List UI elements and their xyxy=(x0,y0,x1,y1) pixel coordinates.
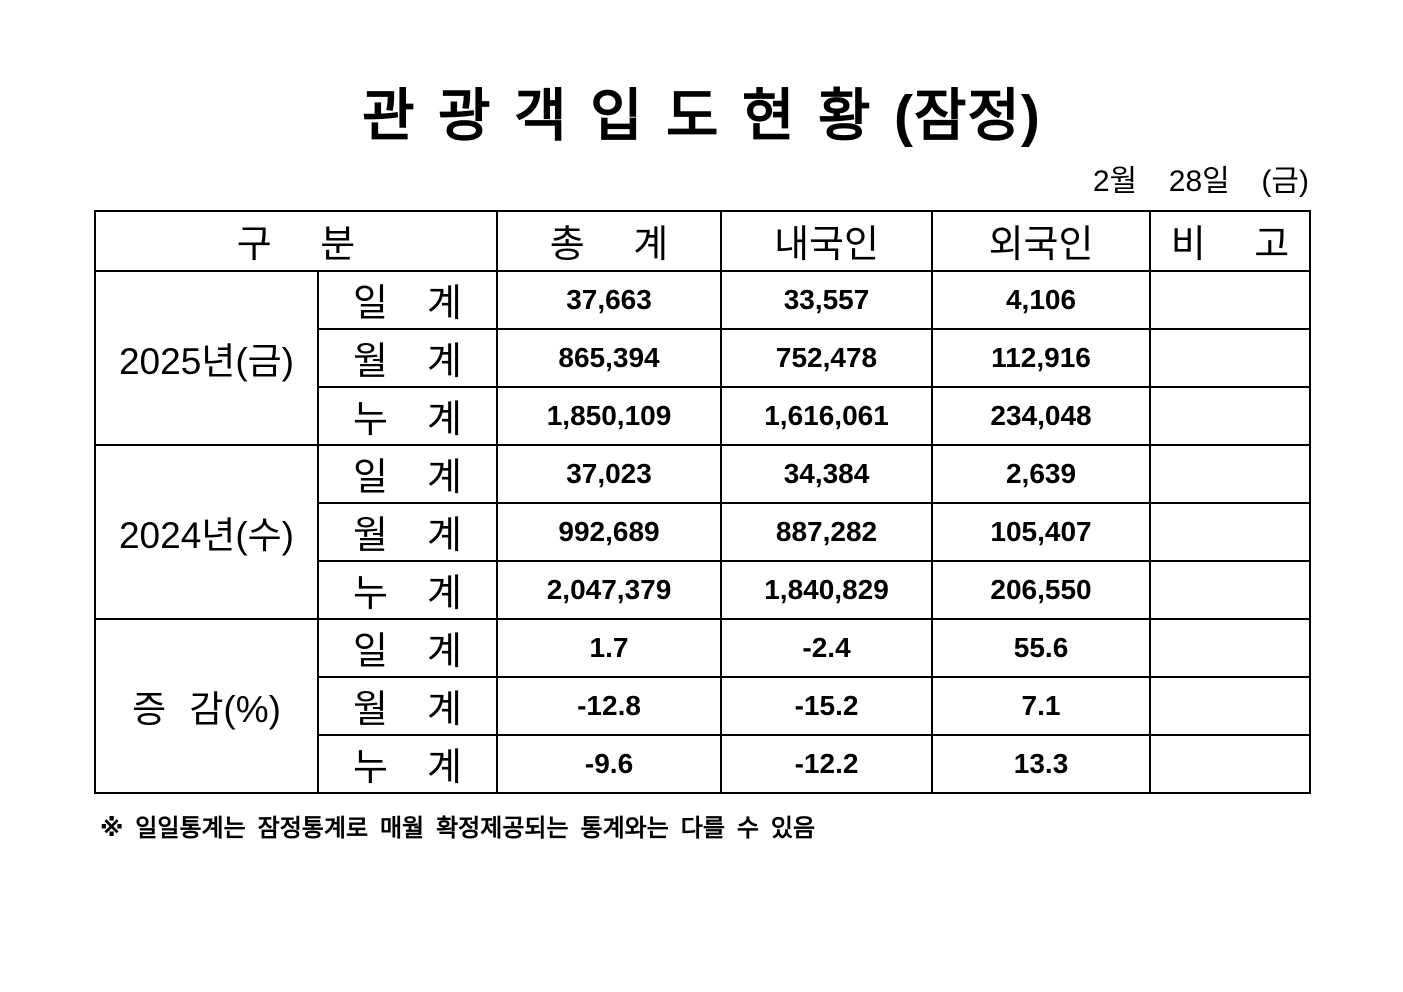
value-cell-total: 37,663 xyxy=(496,269,723,330)
table-row: 증 감(%) 일 계 1.7 -2.4 55.6 xyxy=(94,617,1312,794)
value-cell-total: 992,689 xyxy=(496,501,723,562)
row-label: 누 계 xyxy=(316,385,499,446)
table-row: 월 계 865,394 752,478 112,916 xyxy=(95,327,1312,388)
table-row: 누 계 2,047,379 1,840,829 206,550 xyxy=(95,559,1312,620)
value-cell-foreign: 13.3 xyxy=(931,733,1152,794)
table-row: 2024년(수) 일 계 37,023 34,384 2,639 xyxy=(94,443,1312,620)
table-row: 월 계 -12.8 -15.2 7.1 xyxy=(95,675,1312,736)
remarks-cell xyxy=(1149,559,1312,620)
row-label: 월 계 xyxy=(316,501,499,562)
value-cell-foreign: 112,916 xyxy=(931,327,1152,388)
value-cell-total: -9.6 xyxy=(496,733,723,794)
report-date: 2월 28일 (금) xyxy=(1092,164,1309,198)
value-cell-foreign: 206,550 xyxy=(931,559,1152,620)
remarks-cell xyxy=(1149,269,1312,330)
group-label-2025: 2025년(금) xyxy=(94,269,319,446)
value-cell-foreign: 2,639 xyxy=(931,443,1152,504)
row-label: 월 계 xyxy=(316,327,499,388)
table-row: 월 계 992,689 887,282 105,407 xyxy=(95,501,1312,562)
remarks-cell xyxy=(1149,501,1312,562)
row-label: 누 계 xyxy=(316,733,499,794)
table-row: 누 계 -9.6 -12.2 13.3 xyxy=(95,733,1312,794)
header-foreign: 외국인 xyxy=(931,209,1152,272)
tourist-arrivals-table: 구 분 총 계 내국인 외국인 비 고 2025년(금) 일 계 37,663 … xyxy=(93,209,1312,794)
value-cell-total: 865,394 xyxy=(496,327,723,388)
remarks-cell xyxy=(1149,443,1312,504)
value-cell-domestic: -2.4 xyxy=(720,617,934,678)
value-cell-foreign: 105,407 xyxy=(931,501,1152,562)
remarks-cell xyxy=(1149,733,1312,794)
value-cell-total: 1.7 xyxy=(496,617,723,678)
value-cell-domestic: -12.2 xyxy=(720,733,934,794)
value-cell-domestic: 887,282 xyxy=(720,501,934,562)
group-label-2024: 2024년(수) xyxy=(94,443,319,620)
remarks-cell xyxy=(1149,617,1312,678)
value-cell-domestic: 34,384 xyxy=(720,443,934,504)
group-label-change-pct: 증 감(%) xyxy=(94,617,319,794)
table-header-row: 구 분 총 계 내국인 외국인 비 고 xyxy=(93,209,1312,272)
header-total: 총 계 xyxy=(496,209,723,272)
value-cell-foreign: 4,106 xyxy=(931,269,1152,330)
remarks-cell xyxy=(1149,385,1312,446)
row-label: 일 계 xyxy=(316,269,499,330)
header-remarks: 비 고 xyxy=(1149,209,1312,272)
row-label: 일 계 xyxy=(316,443,499,504)
table-row: 누 계 1,850,109 1,616,061 234,048 xyxy=(95,385,1312,446)
row-label: 월 계 xyxy=(316,675,499,736)
header-category: 구 분 xyxy=(93,209,499,272)
table-row: 2025년(금) 일 계 37,663 33,557 4,106 xyxy=(94,269,1312,446)
header-domestic: 내국인 xyxy=(720,209,934,272)
value-cell-total: 1,850,109 xyxy=(496,385,723,446)
remarks-cell xyxy=(1149,675,1312,736)
value-cell-foreign: 7.1 xyxy=(931,675,1152,736)
value-cell-total: 2,047,379 xyxy=(496,559,723,620)
value-cell-domestic: -15.2 xyxy=(720,675,934,736)
value-cell-total: 37,023 xyxy=(496,443,723,504)
row-label: 일 계 xyxy=(316,617,499,678)
row-label: 누 계 xyxy=(316,559,499,620)
value-cell-foreign: 55.6 xyxy=(931,617,1152,678)
value-cell-domestic: 1,840,829 xyxy=(720,559,934,620)
page-title: 관 광 객 입 도 현 황 (잠정) xyxy=(362,84,1041,148)
value-cell-domestic: 1,616,061 xyxy=(720,385,934,446)
value-cell-foreign: 234,048 xyxy=(931,385,1152,446)
value-cell-domestic: 33,557 xyxy=(720,269,934,330)
remarks-cell xyxy=(1149,327,1312,388)
document-page: 관 광 객 입 도 현 황 (잠정) 2월 28일 (금) 구 분 총 계 내국… xyxy=(93,0,1312,843)
value-cell-domestic: 752,478 xyxy=(720,327,934,388)
footnote: ※ 일일통계는 잠정통계로 매월 확정제공되는 통계와는 다를 수 있음 xyxy=(100,814,816,842)
value-cell-total: -12.8 xyxy=(496,675,723,736)
